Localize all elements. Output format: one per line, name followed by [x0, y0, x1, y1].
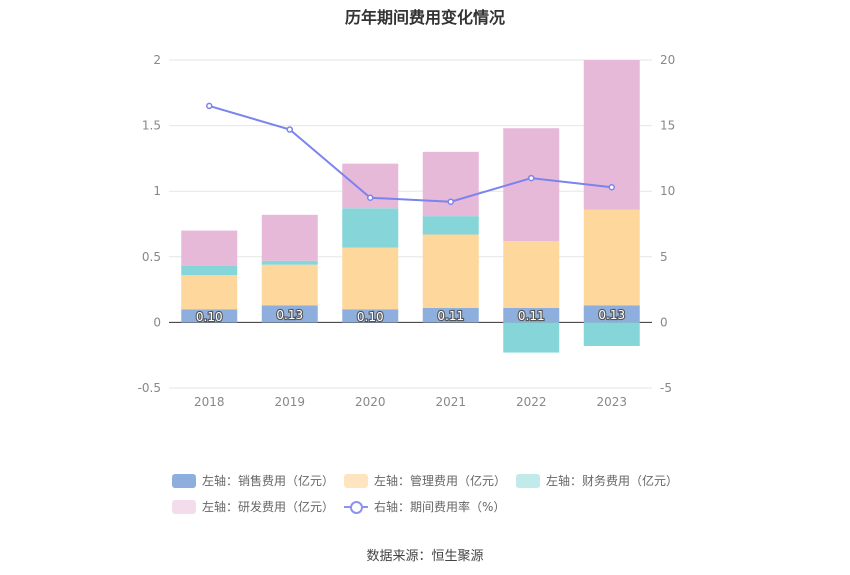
y-left-tick-label: 0.5 [142, 250, 161, 264]
legend-swatch-sales [172, 473, 196, 488]
bar-finance [342, 208, 399, 248]
point-ratio [206, 102, 213, 110]
line-ratio [208, 104, 612, 203]
bar-sales [342, 309, 399, 323]
legend-item-ratio[interactable]: 右轴：期间费用率（%） [344, 498, 505, 515]
legend-swatch-admin [344, 473, 368, 488]
chart-plot: 2 1.5 1 0.5 0 -0.5 20 15 10 5 0 -5 0.10 0.13 0.10 0.11 0… [138, 53, 676, 409]
data-label-sales: 0.11 [437, 309, 464, 323]
y-left-tick-label: 1.5 [142, 119, 161, 133]
bar-sales [261, 305, 318, 323]
x-tick-label: 2021 [435, 395, 466, 409]
bar-rd [422, 151, 479, 217]
data-label-sales: 0.13 [276, 308, 303, 322]
bar-sales [583, 305, 640, 323]
bar-sales [422, 307, 479, 323]
point-ratio [447, 198, 454, 205]
legend-label-finance: 左轴：财务费用（亿元） [546, 474, 679, 488]
legend-label-admin: 左轴：管理费用（亿元） [374, 474, 507, 488]
bar-finance [583, 322, 640, 347]
bar-rd [181, 230, 238, 266]
bar-sales [181, 309, 238, 323]
legend-swatch-finance [516, 473, 540, 488]
data-label-sales: 0.10 [196, 310, 223, 324]
chart-title: 历年期间费用变化情况 [344, 8, 505, 27]
bar-finance [261, 260, 318, 265]
legend-line-swatch-ratio [344, 500, 368, 514]
data-label-sales: 0.13 [598, 308, 625, 322]
bar-admin [503, 241, 560, 308]
x-tick-label: 2018 [194, 395, 225, 409]
y-left-tick-label: 1 [153, 184, 161, 198]
x-tick-label: 2023 [596, 395, 627, 409]
bar-admin [181, 275, 238, 310]
data-source: 数据来源：恒生聚源 [366, 549, 484, 564]
x-tick-label: 2022 [516, 395, 547, 409]
legend-item-admin[interactable]: 左轴：管理费用（亿元） [344, 472, 506, 489]
x-tick-label: 2019 [274, 395, 305, 409]
data-label-sales: 0.10 [357, 310, 384, 324]
bar-admin [583, 209, 640, 306]
legend-label-ratio: 右轴：期间费用率（%） [374, 500, 506, 514]
legend-label-sales: 左轴：销售费用（亿元） [202, 474, 335, 488]
bar-rd [342, 163, 399, 209]
bar-rd [261, 214, 318, 261]
legend-label-rd: 左轴：研发费用（亿元） [202, 500, 335, 514]
y-right-tick-label: 10 [660, 184, 675, 198]
bar-finance [422, 216, 479, 235]
y-right-tick-label: 20 [660, 53, 675, 67]
y-right-tick-label: 5 [660, 250, 668, 264]
point-ratio [608, 184, 615, 191]
point-ratio [528, 174, 535, 182]
legend-swatch-rd [172, 499, 196, 514]
bar-admin [342, 247, 399, 310]
y-left-tick-label: 0 [153, 315, 161, 329]
bar-finance [181, 265, 238, 276]
legend-item-finance[interactable]: 左轴：财务费用（亿元） [516, 472, 678, 489]
bar-admin [422, 234, 479, 308]
data-label-sales: 0.11 [518, 309, 545, 323]
bar-sales [503, 307, 560, 323]
bar-finance [503, 322, 560, 353]
point-ratio [367, 194, 374, 202]
y-left-tick-label: -0.5 [138, 381, 161, 395]
legend-item-sales[interactable]: 左轴：销售费用（亿元） [172, 472, 334, 489]
y-right-tick-label: 15 [660, 119, 675, 133]
y-right-tick-label: 0 [660, 315, 668, 329]
x-tick-label: 2020 [355, 395, 386, 409]
point-ratio [286, 126, 293, 133]
bar-rd [503, 128, 560, 242]
legend-item-rd[interactable]: 左轴：研发费用（亿元） [172, 498, 334, 515]
y-left-tick-label: 2 [153, 53, 161, 67]
bar-admin [261, 264, 318, 306]
y-right-tick-label: -5 [660, 381, 672, 395]
